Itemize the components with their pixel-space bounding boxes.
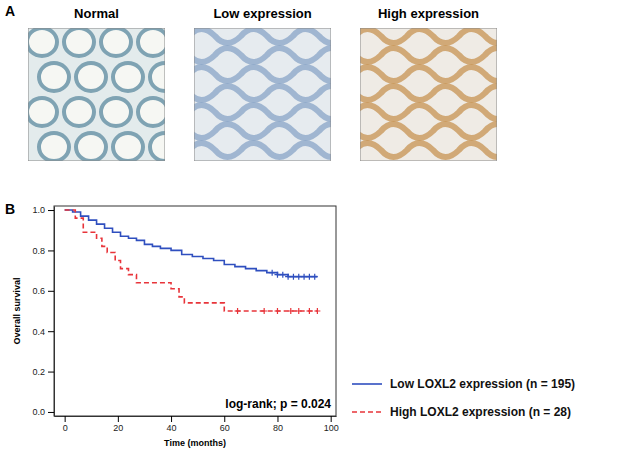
x-tick-mark [118,416,119,422]
y-tick-mark [48,210,54,211]
legend-item: Low LOXL2 expression (n = 195) [352,377,575,391]
panel-letter: B [5,201,15,217]
x-tick-label: 20 [113,423,123,433]
y-axis-line [54,207,55,417]
y-tick-mark [48,291,54,292]
y-tick: 0.0 [32,407,54,417]
micrograph [28,28,165,161]
censor-mark [296,274,302,280]
x-tick-label: 80 [273,423,283,433]
x-tick-label: 60 [220,423,230,433]
x-axis-line [55,416,337,417]
y-tick-mark [48,331,54,332]
x-tick: 40 [167,416,177,433]
censor-mark [312,274,318,280]
y-tick-label: 0.4 [32,327,45,337]
plot-frame [54,206,336,416]
x-tick-mark [224,416,225,422]
censor-mark [296,308,302,314]
x-axis-title: Time (months) [164,438,226,448]
censor-mark [288,308,294,314]
y-tick-label: 0.8 [32,246,45,256]
censor-mark [285,274,291,280]
x-tick: 100 [324,416,339,433]
x-tick-label: 100 [324,423,339,433]
y-axis-title: Overall survival [12,277,22,344]
survival-curve [65,210,318,311]
annotation: log-rank; p = 0.024 [225,397,331,411]
panel-title: High expression [378,6,479,21]
x-tick: 20 [113,416,123,433]
figure: A Normal Low expression High expression B 0 20… [0,0,634,456]
plot-marks [65,210,321,314]
x-tick: 0 [63,416,68,433]
y-tick-mark [48,250,54,251]
y-axis: 0.0 0.2 0.4 0.6 0.8 1.0 [32,205,54,417]
legend-item: High LOXL2 expression (n = 28) [352,405,571,419]
x-tick-label: 40 [167,423,177,433]
x-tick-label: 0 [63,423,68,433]
y-tick-mark [48,412,54,413]
legend-swatch [352,383,382,385]
panel-title: Normal [74,6,119,21]
x-tick-mark [65,416,66,422]
censor-mark [301,274,307,280]
y-tick: 0.2 [32,367,54,377]
censor-mark [269,270,275,276]
y-tick-label: 0.2 [32,367,45,377]
x-tick-mark [171,416,172,422]
censor-mark [306,308,312,314]
y-tick: 0.4 [32,327,54,337]
censor-mark [235,308,241,314]
legend-swatch [352,411,382,413]
y-tick-label: 0.0 [32,407,45,417]
micrograph [194,28,331,161]
x-tick-mark [277,416,278,422]
censor-mark [306,274,312,280]
censor-mark [261,308,267,314]
censor-mark [274,308,280,314]
y-tick: 1.0 [32,205,54,215]
micrograph [360,28,497,161]
censor-mark [280,272,286,278]
legend-label: Low LOXL2 expression (n = 195) [390,377,575,391]
y-tick-mark [48,372,54,373]
x-axis: 0 20 40 60 80 100 [55,416,339,433]
censor-mark [314,308,320,314]
y-tick: 0.8 [32,246,54,256]
survival-curve [65,210,318,277]
legend-label: High LOXL2 expression (n = 28) [390,405,571,419]
censor-mark [274,272,280,278]
x-tick: 80 [273,416,283,433]
censor-mark [290,274,296,280]
y-tick-label: 1.0 [32,205,45,215]
x-tick-mark [331,416,332,422]
panel-letter: A [5,3,15,19]
y-tick-label: 0.6 [32,286,45,296]
y-tick: 0.6 [32,286,54,296]
panel-title: Low expression [213,6,311,21]
x-tick: 60 [220,416,230,433]
